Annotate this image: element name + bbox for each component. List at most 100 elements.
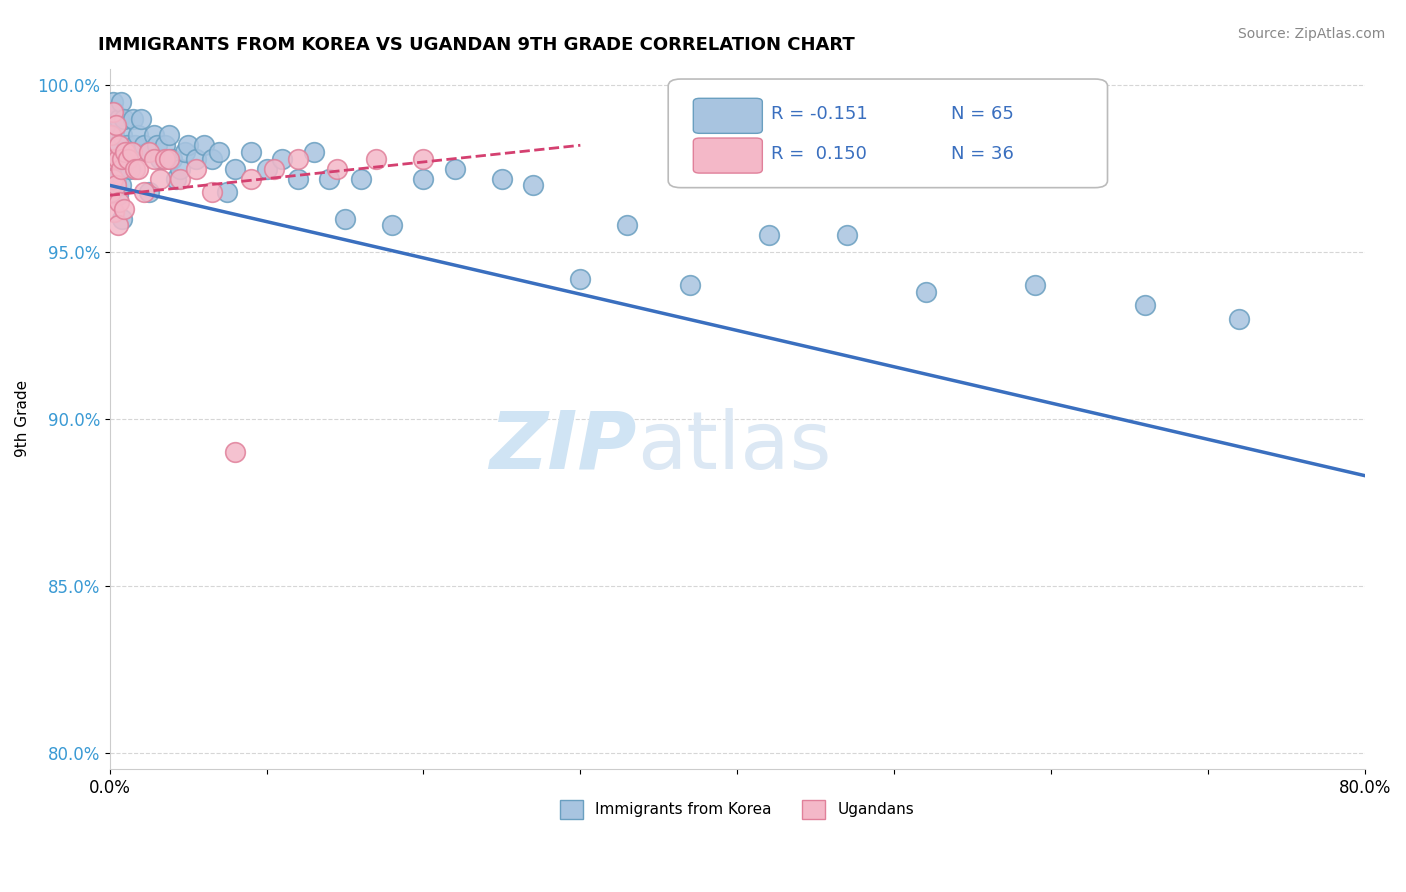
Point [145,138,167,153]
Point [127,161,149,176]
Point [366,152,388,166]
Point [127,128,149,143]
Point [108,161,131,176]
Point [333,211,356,226]
Point [1133,298,1156,312]
Point [101,95,124,109]
FancyBboxPatch shape [693,98,762,133]
Point [318,171,340,186]
Point [112,202,135,216]
Point [326,161,349,176]
Point [165,171,187,186]
Point [142,128,165,143]
Point [138,145,160,159]
Point [162,152,184,166]
Point [224,161,246,176]
Point [129,112,152,126]
Point [679,278,702,293]
Point [412,152,434,166]
Point [169,161,191,176]
Point [443,161,465,176]
Point [381,219,404,233]
Point [100,185,122,199]
Point [108,138,131,153]
Point [138,145,160,159]
Point [224,445,246,459]
Point [101,112,124,126]
Point [121,145,143,159]
Text: R =  0.150: R = 0.150 [770,145,868,163]
Point [153,138,176,153]
Point [569,272,592,286]
Point [217,185,239,199]
Text: N = 36: N = 36 [950,145,1014,163]
Point [103,152,125,166]
Point [412,171,434,186]
Point [149,171,172,186]
Legend: Immigrants from Korea, Ugandans: Immigrants from Korea, Ugandans [554,794,921,825]
Point [256,161,278,176]
Point [100,128,122,143]
Point [124,138,146,153]
Point [184,161,207,176]
Point [835,228,858,243]
Point [112,112,135,126]
Point [134,138,156,153]
Point [350,171,373,186]
Point [174,145,197,159]
Text: R = -0.151: R = -0.151 [770,105,868,123]
Point [169,171,191,186]
Point [104,118,127,132]
Point [110,95,132,109]
Point [104,171,127,186]
Point [208,145,231,159]
Point [1227,311,1250,326]
Point [287,171,309,186]
Point [108,112,131,126]
Point [101,171,124,186]
Point [184,152,207,166]
Point [114,145,136,159]
Point [111,152,134,166]
Point [193,138,215,153]
Point [107,152,129,166]
Point [134,185,156,199]
Point [103,205,125,219]
Point [157,152,180,166]
Point [157,128,180,143]
Point [111,211,134,226]
Point [142,152,165,166]
Point [104,118,127,132]
Point [302,145,325,159]
Point [201,152,224,166]
Point [114,145,136,159]
Point [107,188,129,202]
FancyBboxPatch shape [693,138,762,173]
Point [1024,278,1046,293]
Point [177,138,200,153]
Text: N = 65: N = 65 [950,105,1014,123]
Y-axis label: 9th Grade: 9th Grade [15,380,30,458]
Point [263,161,285,176]
Point [117,152,139,166]
Point [271,152,294,166]
Point [110,178,132,193]
Point [201,185,224,199]
Point [107,138,129,153]
Point [124,161,146,176]
Point [107,219,129,233]
Point [122,112,145,126]
Point [239,171,262,186]
Point [138,185,160,199]
Text: ZIP: ZIP [489,408,637,486]
Point [111,128,134,143]
Point [914,285,936,299]
Point [120,161,142,176]
Point [110,161,132,176]
Point [522,178,544,193]
Point [149,152,172,166]
Point [491,171,513,186]
FancyBboxPatch shape [668,79,1108,187]
Point [103,104,125,119]
Point [117,152,139,166]
